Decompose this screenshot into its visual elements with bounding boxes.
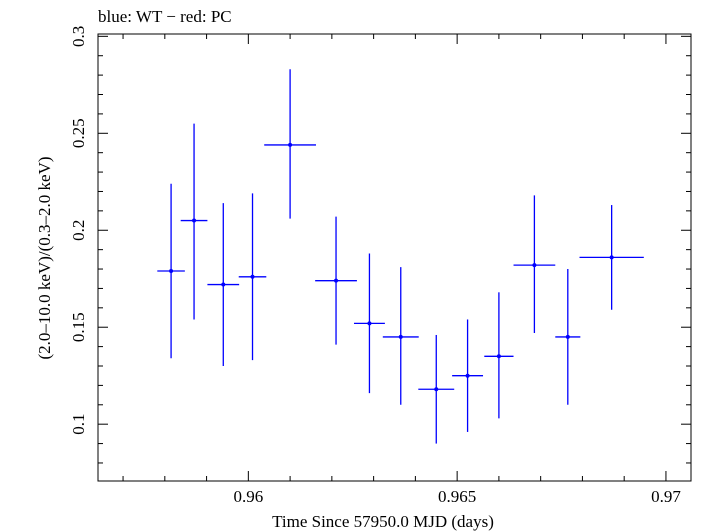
point-marker: [221, 282, 226, 287]
data-point: [264, 69, 316, 219]
y-tick-label: 0.25: [69, 118, 88, 148]
data-point: [180, 123, 208, 320]
y-axis-ticks: 0.1 0.15 0.2 0.25 0.3: [69, 26, 691, 464]
point-marker: [398, 334, 403, 339]
data-point: [513, 195, 556, 334]
chart-title: blue: WT − red: PC: [98, 7, 232, 26]
point-marker: [565, 334, 570, 339]
y-tick-label: 0.3: [69, 26, 88, 47]
plot-frame: [97, 33, 692, 482]
data-point: [353, 253, 385, 394]
point-marker: [532, 263, 537, 268]
data-point: [238, 193, 267, 361]
x-tick-label: 0.965: [438, 487, 476, 506]
data-point: [382, 267, 419, 405]
x-axis-label: Time Since 57950.0 MJD (days): [272, 512, 494, 531]
x-axis-ticks: 0.96 0.965 0.97: [122, 34, 681, 506]
plot-area-border: [97, 33, 692, 482]
data-point: [418, 334, 455, 444]
y-tick-label: 0.1: [69, 414, 88, 435]
point-marker: [169, 268, 174, 273]
point-marker: [250, 274, 255, 279]
x-tick-label: 0.96: [233, 487, 263, 506]
data-point: [207, 203, 240, 367]
data-point: [157, 183, 185, 359]
data-point: [579, 205, 644, 310]
y-axis-label: (2.0–10.0 keV)/(0.3–2.0 keV): [35, 156, 54, 359]
point-marker: [434, 387, 439, 392]
point-marker: [465, 373, 470, 378]
data-point: [315, 216, 357, 345]
data-point: [452, 319, 484, 432]
x-tick-label: 0.97: [651, 487, 681, 506]
y-tick-label: 0.2: [69, 220, 88, 241]
point-marker: [334, 278, 339, 283]
point-marker: [496, 354, 501, 359]
data-point: [484, 292, 514, 419]
data-point: [555, 269, 581, 405]
point-marker: [609, 255, 614, 260]
point-marker: [192, 218, 197, 223]
point-marker: [367, 321, 372, 326]
data-points: [157, 69, 644, 444]
point-marker: [288, 142, 293, 147]
y-tick-label: 0.15: [69, 312, 88, 342]
